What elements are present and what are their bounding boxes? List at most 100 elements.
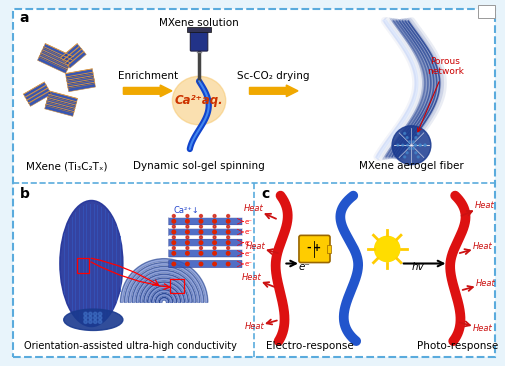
FancyBboxPatch shape [298,235,329,262]
FancyArrow shape [249,85,297,97]
Circle shape [417,132,419,134]
Wedge shape [124,262,204,302]
Circle shape [172,214,175,217]
Circle shape [414,152,416,154]
Circle shape [406,152,407,154]
Text: c: c [261,187,269,201]
Wedge shape [153,291,175,302]
Wedge shape [128,266,199,302]
Wedge shape [160,299,168,302]
Text: e⁻: e⁻ [244,261,252,268]
Circle shape [213,225,216,228]
Circle shape [84,316,87,320]
Text: Dynamic sol-gel spinning: Dynamic sol-gel spinning [133,161,265,171]
Polygon shape [40,50,70,67]
Circle shape [226,241,229,244]
Text: e⁻: e⁻ [298,262,310,272]
Circle shape [172,236,175,239]
Circle shape [185,236,188,239]
Polygon shape [67,79,95,88]
Circle shape [199,241,203,244]
Text: Heat: Heat [245,242,265,251]
Text: Photo-response: Photo-response [417,341,498,351]
Bar [326,245,330,253]
Circle shape [98,320,102,324]
Text: Sc-CO₂ drying: Sc-CO₂ drying [237,71,310,81]
FancyBboxPatch shape [168,228,241,236]
FancyBboxPatch shape [168,218,241,225]
Polygon shape [63,46,82,63]
Circle shape [408,147,410,149]
Text: Electro-response: Electro-response [265,341,353,351]
Ellipse shape [60,201,123,326]
Polygon shape [48,91,77,103]
Circle shape [172,247,175,250]
Circle shape [88,316,92,320]
Circle shape [88,320,92,324]
Bar [169,214,241,218]
Circle shape [226,214,229,217]
Circle shape [172,251,175,255]
Circle shape [185,225,188,228]
Text: MXene aerogel fiber: MXene aerogel fiber [359,161,463,171]
Circle shape [199,220,203,223]
Circle shape [213,220,216,223]
Text: Heat: Heat [241,273,261,283]
Wedge shape [141,279,187,302]
Circle shape [226,230,229,234]
Polygon shape [61,44,80,60]
Circle shape [213,241,216,244]
Polygon shape [25,85,48,101]
Circle shape [213,262,216,266]
Wedge shape [147,286,180,302]
Polygon shape [68,82,95,92]
Text: hv: hv [411,262,424,272]
Polygon shape [46,98,76,110]
Circle shape [98,316,102,320]
Circle shape [172,220,175,223]
Wedge shape [132,270,196,302]
FancyBboxPatch shape [168,239,241,246]
Circle shape [199,247,202,250]
Circle shape [412,147,414,149]
Circle shape [406,144,408,146]
Circle shape [199,251,203,255]
Wedge shape [151,290,176,302]
Circle shape [213,236,216,239]
Wedge shape [148,287,179,302]
Bar [169,225,241,229]
Text: Heat: Heat [472,324,491,333]
Circle shape [185,251,189,255]
Circle shape [374,236,399,262]
Bar [477,5,494,18]
Circle shape [391,126,430,165]
Polygon shape [23,82,46,97]
Polygon shape [67,75,94,85]
Bar [170,279,183,292]
Circle shape [199,214,202,217]
Polygon shape [28,91,52,107]
Wedge shape [136,274,192,302]
Text: a: a [20,11,29,25]
Polygon shape [43,44,73,61]
Circle shape [226,236,229,239]
Circle shape [84,312,87,316]
Circle shape [172,225,175,228]
Circle shape [213,251,216,255]
Text: Heat: Heat [472,242,491,251]
Circle shape [185,247,188,250]
Text: MXene (Ti₃C₂Tₓ): MXene (Ti₃C₂Tₓ) [26,161,108,171]
Bar [169,246,241,250]
Text: Heat: Heat [244,322,264,331]
Wedge shape [133,272,194,302]
Wedge shape [157,295,171,302]
Text: e⁻: e⁻ [244,219,252,225]
Circle shape [185,230,189,234]
Circle shape [419,144,420,146]
Circle shape [414,144,416,146]
Wedge shape [139,278,188,302]
Circle shape [406,137,407,139]
Circle shape [414,144,416,146]
Wedge shape [137,275,191,302]
Polygon shape [65,69,93,78]
